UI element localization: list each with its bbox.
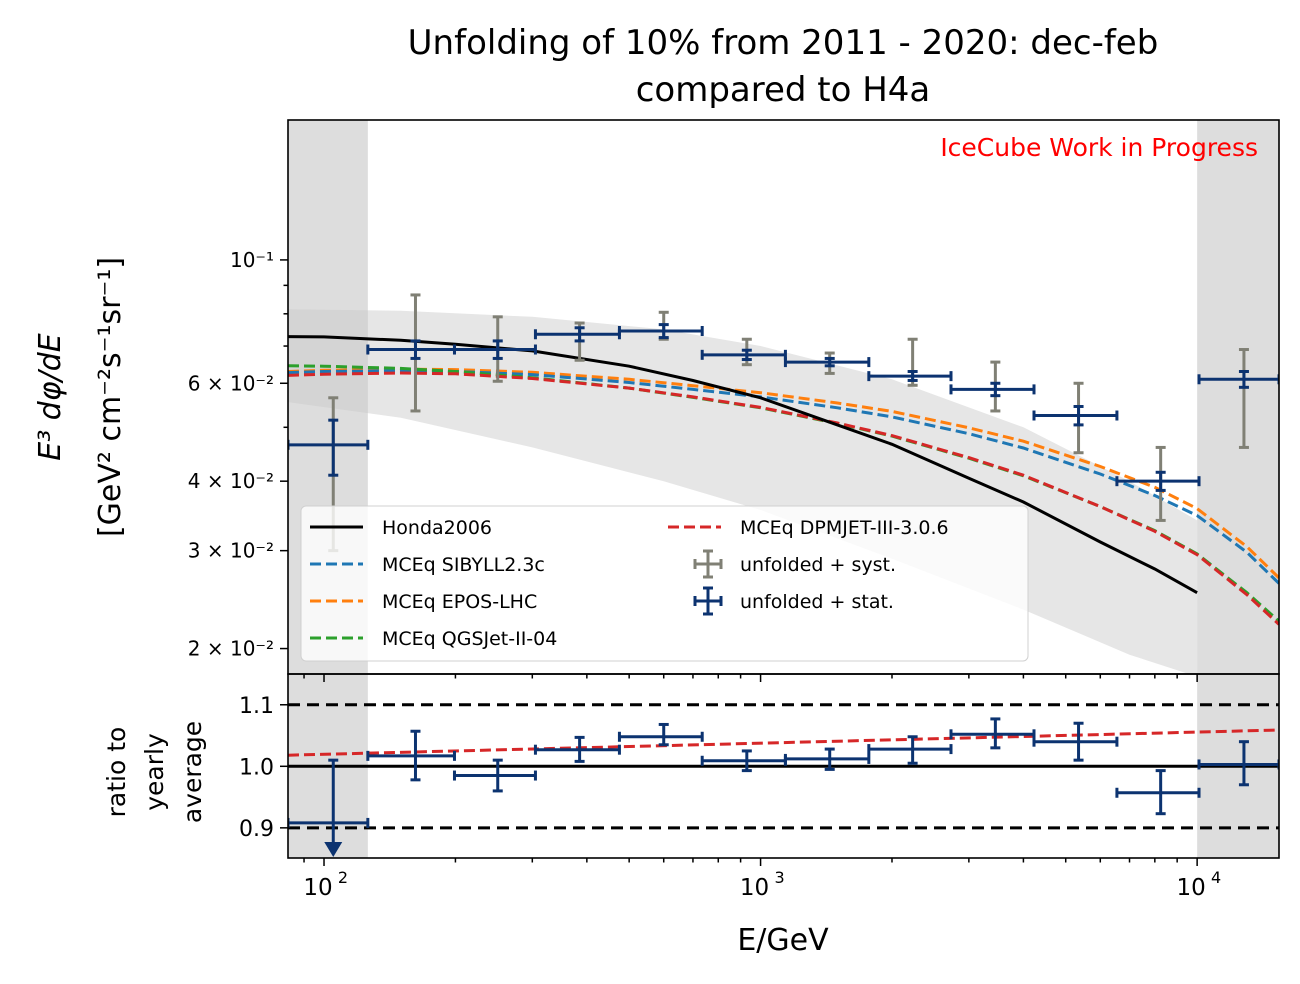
main-y-axis-label: E³ dφ/dE [GeV² cm⁻²s⁻¹sr⁻¹]: [33, 257, 128, 537]
legend-label-mceq-epos-lhc: MCEq EPOS-LHC: [382, 591, 537, 613]
axis-ticks: 10 2 10 3 10 4 10⁻¹ 6 × 10⁻² 4 × 10⁻² 3 × 10⁻² 2 ×…: [188, 248, 1221, 901]
main-y-label-line1: E³ dφ/dE: [33, 333, 68, 461]
x-tick-label-2: 10: [1176, 875, 1205, 901]
x-tick-label-exponent-0: 2: [338, 868, 348, 887]
y-tick-label-0: 10⁻¹: [230, 248, 274, 272]
upper-limit-arrow-icon: [324, 842, 343, 857]
ratio-model-line: [288, 728, 1279, 757]
legend-label-mceq-sibyll2-3c: MCEq SIBYLL2.3c: [382, 554, 545, 576]
ratio-y-label-line3: average: [178, 721, 207, 823]
x-tick-label-0: 10: [303, 875, 332, 901]
main-y-label-line2: [GeV² cm⁻²s⁻¹sr⁻¹]: [93, 257, 128, 537]
y-tick-label-4: 2 × 10⁻²: [188, 637, 274, 661]
ratio-plot-area: [288, 674, 1279, 858]
ratio-y-tick-label-1: 1.0: [239, 755, 274, 780]
x-axis-label: E/GeV: [737, 923, 829, 958]
legend-label-honda2006: Honda2006: [382, 517, 492, 539]
x-tick-label-exponent-2: 4: [1211, 868, 1221, 887]
legend-label-mceq-qgsjet-ii-04: MCEq QGSJet-II-04: [382, 628, 557, 650]
chart-title: Unfolding of 10% from 2011 - 2020: dec-f…: [408, 23, 1159, 63]
excluded-region-main-1: [1197, 120, 1279, 674]
legend-label-mceq-dpmjet-iii-3-0-6: MCEq DPMJET-III-3.0.6: [740, 517, 949, 539]
ratio-y-tick-label-2: 0.9: [239, 817, 274, 842]
y-tick-label-3: 3 × 10⁻²: [188, 539, 274, 563]
chart-subtitle: compared to H4a: [636, 70, 931, 110]
x-tick-label-1: 10: [740, 875, 769, 901]
legend-box: [300, 505, 1029, 662]
y-tick-label-1: 6 × 10⁻²: [188, 371, 274, 395]
ratio-y-tick-label-0: 1.1: [239, 694, 274, 719]
legend-label-unfolded-stat-: unfolded + stat.: [740, 591, 894, 613]
ratio-y-label-line1: ratio to: [102, 727, 131, 818]
x-tick-label-exponent-1: 3: [774, 868, 784, 887]
watermark-text: IceCube Work in Progress: [940, 133, 1258, 162]
series-line-mceq-dpmjet-iii-3-0-6: [288, 371, 1279, 626]
legend-label-unfolded-syst-: unfolded + syst.: [740, 554, 896, 576]
ratio-y-axis-label: ratio to yearly average: [102, 721, 207, 823]
y-tick-label-2: 4 × 10⁻²: [188, 469, 274, 493]
ratio-y-label-line2: yearly: [140, 733, 169, 811]
legend: Honda2006 MCEq SIBYLL2.3c MCEq EPOS-LHC MCE…: [300, 505, 1029, 662]
